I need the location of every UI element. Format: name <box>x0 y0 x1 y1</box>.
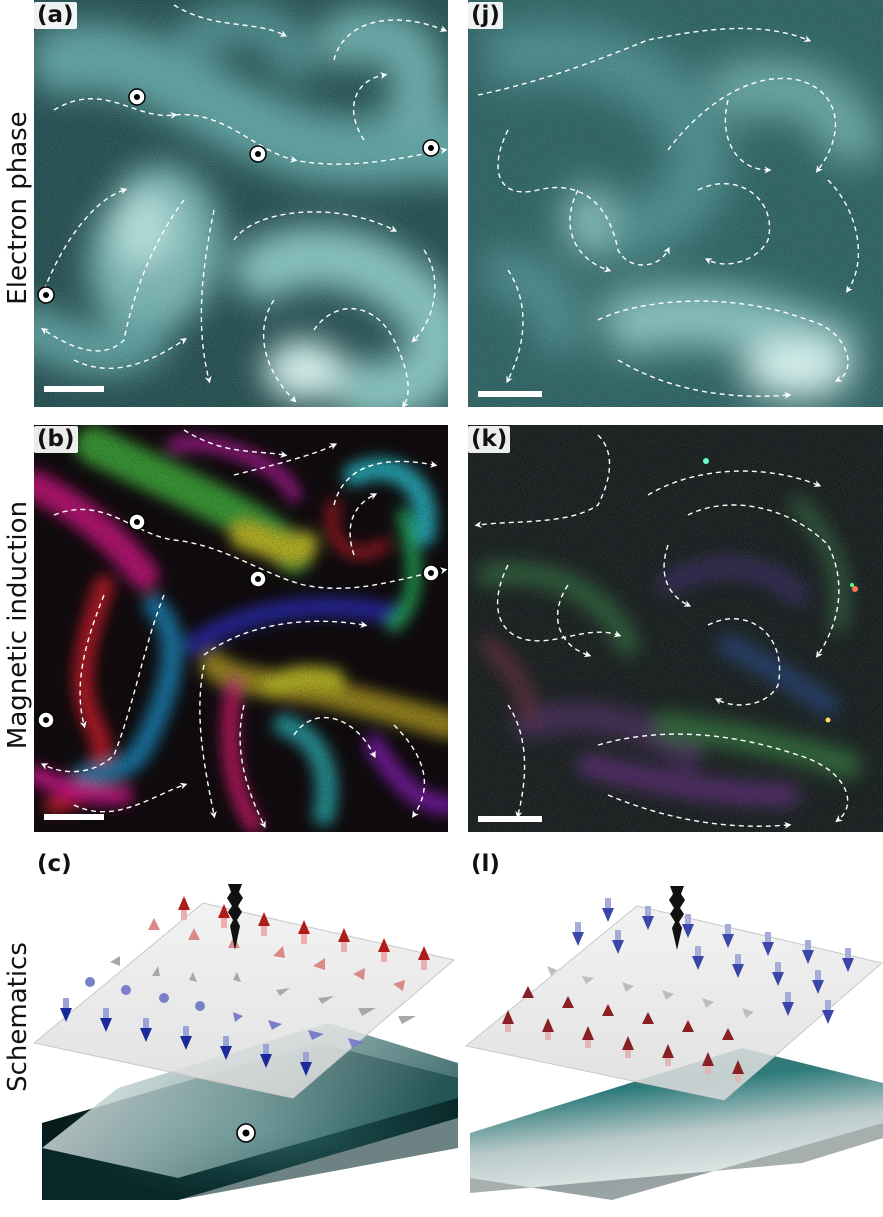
panel-label-b: (b) <box>34 426 78 453</box>
panel-b-magnetic-induction <box>34 425 448 832</box>
panel-k-magnetic-induction <box>468 425 883 832</box>
panel-j-electron-phase <box>468 0 883 407</box>
panel-a-image <box>34 0 448 407</box>
panel-l-image <box>464 886 883 1200</box>
panel-label-k: (k) <box>468 426 511 453</box>
panel-c-image <box>32 884 458 1200</box>
spin-arrow-icon <box>60 896 430 1076</box>
panel-c-schematic <box>28 848 458 1200</box>
panel-label-l: (l) <box>468 851 503 878</box>
panel-label-c: (c) <box>34 851 75 878</box>
panel-label-j: (j) <box>468 2 503 29</box>
scale-bar-j <box>478 391 542 397</box>
row-label-electron-phase: Electron phase <box>3 111 33 305</box>
stm-tip-icon <box>669 886 685 950</box>
panel-k-image <box>468 425 883 832</box>
panel-b-image <box>34 425 448 832</box>
row-label-magnetic-induction: Magnetic induction <box>3 500 33 750</box>
scale-bar-a <box>44 386 104 392</box>
stm-tip-icon <box>227 884 243 950</box>
vortex-marker-icon <box>37 88 440 304</box>
scale-bar-k <box>478 816 542 822</box>
panel-j-image <box>468 0 883 407</box>
panel-a-electron-phase <box>34 0 448 407</box>
scale-bar-b <box>44 814 104 820</box>
panel-label-a: (a) <box>34 2 77 29</box>
vortex-marker-icon <box>37 513 440 729</box>
spin-arrow-icon <box>502 898 854 1082</box>
vortex-marker-icon <box>236 1123 256 1143</box>
panel-l-schematic <box>462 848 883 1200</box>
